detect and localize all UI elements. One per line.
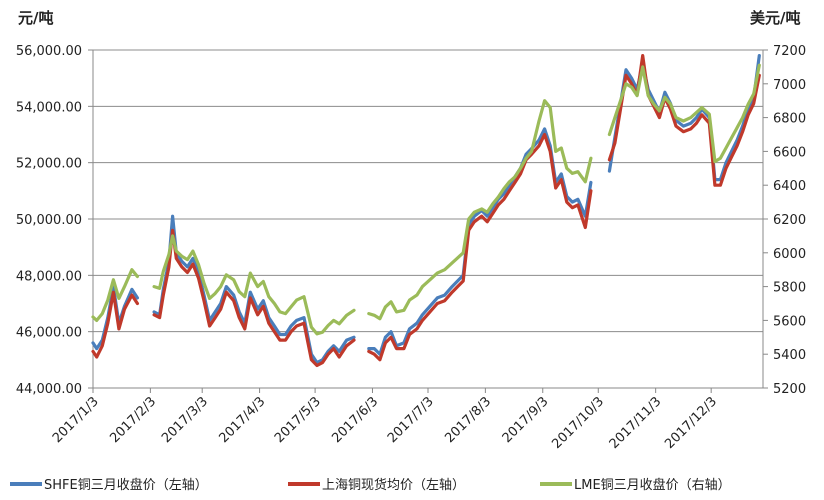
series-lines bbox=[91, 54, 761, 368]
series-line-2 bbox=[367, 132, 593, 362]
x-tick-label: 2017/12/3 bbox=[662, 394, 720, 452]
x-axis-ticks: 2017/1/3 2017/2/3 2017/3/3 2017/4/3 2017/5/3… bbox=[50, 394, 720, 452]
x-tick-label: 2017/5/3 bbox=[272, 394, 324, 446]
legend-label-1: SHFE铜三月收盘价（左轴） bbox=[44, 477, 208, 493]
x-tick-label: 2017/6/3 bbox=[329, 394, 381, 446]
left-axis-unit: 元/吨 bbox=[18, 9, 54, 27]
legend-label-3: LME铜三月收盘价（右轴） bbox=[574, 477, 731, 493]
right-tick-label: 6000 bbox=[773, 247, 806, 262]
left-tick-label: 46,000.00 bbox=[16, 326, 82, 341]
series-line-2 bbox=[152, 228, 356, 368]
x-tick-label: 2017/2/3 bbox=[107, 394, 159, 446]
axes bbox=[88, 49, 768, 393]
left-tick-label: 52,000.00 bbox=[16, 157, 82, 172]
series-line-3 bbox=[607, 63, 761, 164]
left-axis-ticks: 44,000.00 46,000.00 48,000.00 50,000.00 52,0… bbox=[16, 44, 82, 397]
series-line-2 bbox=[91, 290, 139, 359]
left-tick-label: 48,000.00 bbox=[16, 269, 82, 284]
left-tick-label: 50,000.00 bbox=[16, 213, 82, 228]
series-line-3 bbox=[367, 99, 593, 321]
right-tick-label: 5800 bbox=[773, 281, 806, 296]
x-tick-label: 2017/3/3 bbox=[159, 394, 211, 446]
right-tick-label: 5200 bbox=[773, 382, 806, 397]
x-tick-label: 2017/4/3 bbox=[217, 394, 269, 446]
right-axis-unit: 美元/吨 bbox=[750, 9, 801, 27]
right-tick-label: 6800 bbox=[773, 112, 806, 127]
right-tick-label: 5600 bbox=[773, 314, 806, 329]
x-tick-label: 2017/9/3 bbox=[500, 394, 552, 446]
left-tick-label: 44,000.00 bbox=[16, 382, 82, 397]
right-axis-ticks: 5200 5400 5600 5800 6000 6200 6400 6600 6800 7000… bbox=[773, 44, 806, 397]
left-tick-label: 54,000.00 bbox=[16, 100, 82, 115]
right-tick-label: 6200 bbox=[773, 213, 806, 228]
series-line-1 bbox=[607, 54, 761, 182]
right-tick-label: 7200 bbox=[773, 44, 806, 59]
right-tick-label: 7000 bbox=[773, 78, 806, 93]
series-line-1 bbox=[91, 285, 139, 351]
right-tick-label: 6600 bbox=[773, 145, 806, 160]
x-tick-label: 2017/11/3 bbox=[607, 394, 665, 452]
x-tick-label: 2017/10/3 bbox=[549, 394, 607, 452]
x-tick-label: 2017/7/3 bbox=[385, 394, 437, 446]
series-line-3 bbox=[91, 268, 139, 322]
x-tick-label: 2017/1/3 bbox=[50, 394, 102, 446]
series-line-3 bbox=[152, 234, 356, 336]
series-line-1 bbox=[152, 214, 356, 365]
left-tick-label: 56,000.00 bbox=[16, 44, 82, 59]
right-tick-label: 5400 bbox=[773, 348, 806, 363]
x-tick-label: 2017/8/3 bbox=[442, 394, 494, 446]
legend-label-2: 上海铜现货均价（左轴） bbox=[322, 477, 465, 493]
gridlines bbox=[93, 49, 763, 333]
right-tick-label: 6400 bbox=[773, 179, 806, 194]
legend: SHFE铜三月收盘价（左轴） 上海铜现货均价（左轴） LME铜三月收盘价（右轴） bbox=[10, 477, 731, 493]
